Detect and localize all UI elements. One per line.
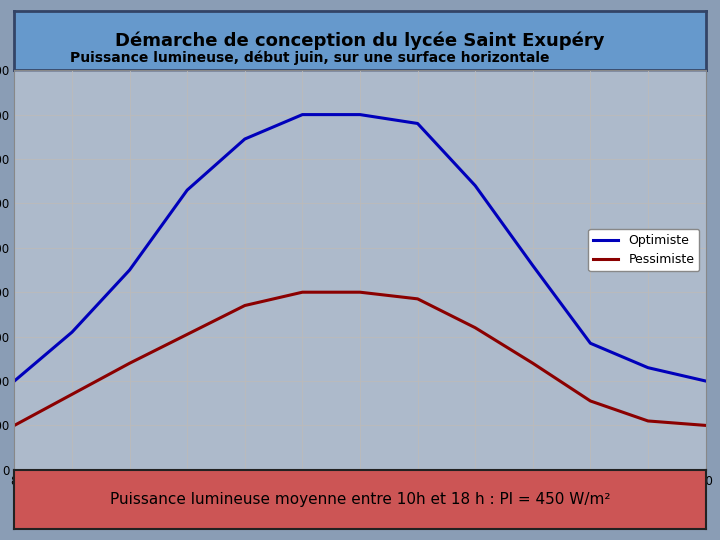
Pessimiste xyxy=(183,331,192,338)
X-axis label: Heures d'été: Heures d'été xyxy=(310,493,410,507)
Optimiste xyxy=(10,378,19,384)
Optimiste xyxy=(356,111,364,118)
Optimiste xyxy=(298,111,307,118)
Optimiste xyxy=(528,262,537,269)
Pessimiste xyxy=(68,391,76,397)
Text: Puissance lumineuse, début juin, sur une surface horizontale: Puissance lumineuse, début juin, sur une… xyxy=(70,50,549,65)
Optimiste xyxy=(471,183,480,189)
Optimiste xyxy=(586,340,595,347)
Pessimiste xyxy=(10,422,19,429)
Pessimiste xyxy=(528,360,537,367)
Text: Démarche de conception du lycée Saint Exupéry: Démarche de conception du lycée Saint Ex… xyxy=(115,31,605,50)
Pessimiste xyxy=(586,398,595,404)
Pessimiste xyxy=(298,289,307,295)
Pessimiste xyxy=(701,422,710,429)
Pessimiste xyxy=(125,360,134,367)
Optimiste xyxy=(413,120,422,127)
Optimiste xyxy=(240,136,249,142)
Optimiste xyxy=(701,378,710,384)
Optimiste xyxy=(68,329,76,335)
Pessimiste xyxy=(413,295,422,302)
Pessimiste xyxy=(644,418,652,424)
Pessimiste xyxy=(240,302,249,309)
Text: Puissance lumineuse moyenne entre 10h et 18 h : Pl = 450 W/m²: Puissance lumineuse moyenne entre 10h et… xyxy=(109,492,611,507)
Pessimiste xyxy=(471,325,480,331)
Legend: Optimiste, Pessimiste: Optimiste, Pessimiste xyxy=(588,229,699,271)
Pessimiste xyxy=(356,289,364,295)
Line: Pessimiste: Pessimiste xyxy=(14,292,706,426)
Optimiste xyxy=(183,187,192,193)
Optimiste xyxy=(644,364,652,371)
Line: Optimiste: Optimiste xyxy=(14,114,706,381)
Optimiste xyxy=(125,267,134,273)
